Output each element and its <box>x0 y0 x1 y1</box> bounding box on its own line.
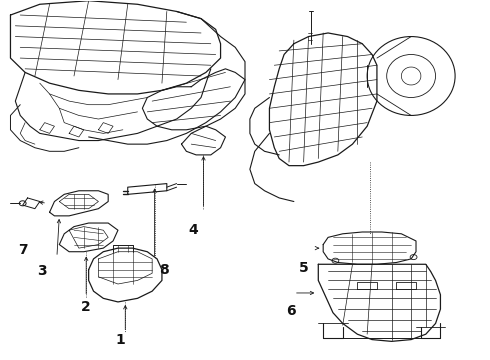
Text: 7: 7 <box>18 243 27 257</box>
Text: 8: 8 <box>160 263 169 276</box>
Text: 6: 6 <box>287 304 296 318</box>
Text: 3: 3 <box>37 265 47 278</box>
Text: 1: 1 <box>116 333 125 347</box>
Text: 5: 5 <box>299 261 309 275</box>
Text: 4: 4 <box>189 223 198 237</box>
Text: 2: 2 <box>81 300 91 314</box>
